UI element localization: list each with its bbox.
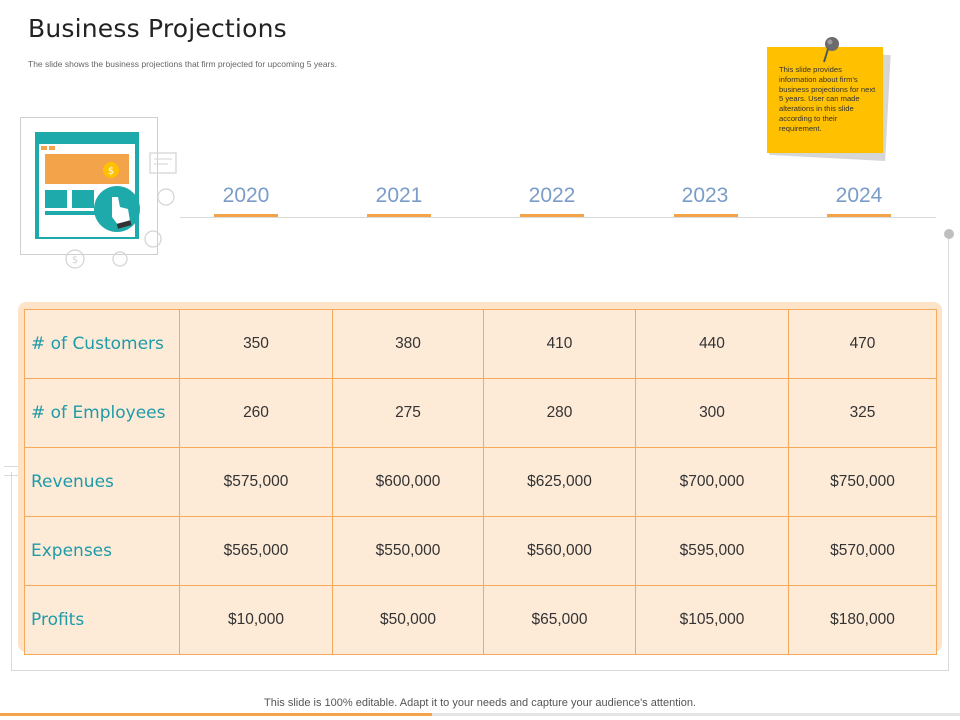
table-cell: $550,000 — [332, 516, 484, 586]
table-cell: $625,000 — [483, 447, 636, 517]
page-subtitle: The slide shows the business projections… — [28, 59, 337, 69]
connector-dot — [944, 229, 954, 239]
year-label: 2024 — [835, 184, 883, 207]
table-cell: $65,000 — [483, 585, 636, 655]
table-cell: $600,000 — [332, 447, 484, 517]
year-underline — [674, 214, 738, 217]
table-cell: 470 — [788, 309, 937, 379]
connector-line — [11, 670, 949, 671]
table-row: # of Customers 350 380 410 440 470 — [24, 309, 937, 379]
year-underline — [827, 214, 891, 217]
row-label: # of Employees — [24, 378, 180, 448]
year-label: 2023 — [681, 184, 729, 207]
year-underline — [367, 214, 431, 217]
row-label: # of Customers — [24, 309, 180, 379]
row-label: Profits — [24, 585, 180, 655]
svg-text:$: $ — [108, 166, 114, 177]
connector-line — [11, 472, 12, 670]
table-cell: $575,000 — [179, 447, 333, 517]
table-cell: $700,000 — [635, 447, 789, 517]
footer-text: This slide is 100% editable. Adapt it to… — [264, 697, 696, 709]
year-underline — [214, 214, 278, 217]
projections-table: # of Customers 350 380 410 440 470 # of … — [24, 309, 937, 655]
table-cell: $570,000 — [788, 516, 937, 586]
web-browser-illustration: $ $ — [35, 132, 177, 269]
table-cell: 325 — [788, 378, 937, 448]
row-label: Expenses — [24, 516, 180, 586]
pushpin-icon — [823, 37, 839, 63]
year-label: 2022 — [528, 184, 576, 207]
connector-line — [948, 239, 949, 670]
table-cell: 440 — [635, 309, 789, 379]
table-cell: $750,000 — [788, 447, 937, 517]
row-label: Revenues — [24, 447, 180, 517]
table-row: Revenues $575,000 $600,000 $625,000 $700… — [24, 447, 937, 517]
year-label: 2020 — [222, 184, 270, 207]
connector-tick — [4, 466, 24, 476]
table-cell: 275 — [332, 378, 484, 448]
sticky-note-text: This slide provides information about fi… — [779, 65, 876, 133]
table-row: # of Employees 260 275 280 300 325 — [24, 378, 937, 448]
page-title: Business Projections — [28, 14, 287, 43]
svg-text:$: $ — [72, 255, 78, 266]
table-cell: $560,000 — [483, 516, 636, 586]
table-row: Expenses $565,000 $550,000 $560,000 $595… — [24, 516, 937, 586]
table-cell: $50,000 — [332, 585, 484, 655]
table-cell: 260 — [179, 378, 333, 448]
table-cell: 300 — [635, 378, 789, 448]
table-cell: 380 — [332, 309, 484, 379]
footer-bar-accent — [0, 713, 432, 716]
year-underline — [520, 214, 584, 217]
year-label: 2021 — [375, 184, 423, 207]
table-cell: 350 — [179, 309, 333, 379]
table-cell: $105,000 — [635, 585, 789, 655]
table-cell: $10,000 — [179, 585, 333, 655]
table-cell: $180,000 — [788, 585, 937, 655]
table-cell: $565,000 — [179, 516, 333, 586]
footer-bar — [0, 713, 960, 716]
table-cell: 410 — [483, 309, 636, 379]
table-cell: 280 — [483, 378, 636, 448]
sticky-note: This slide provides information about fi… — [767, 47, 883, 153]
table-cell: $595,000 — [635, 516, 789, 586]
timeline-line — [180, 217, 936, 218]
table-row: Profits $10,000 $50,000 $65,000 $105,000… — [24, 585, 937, 655]
